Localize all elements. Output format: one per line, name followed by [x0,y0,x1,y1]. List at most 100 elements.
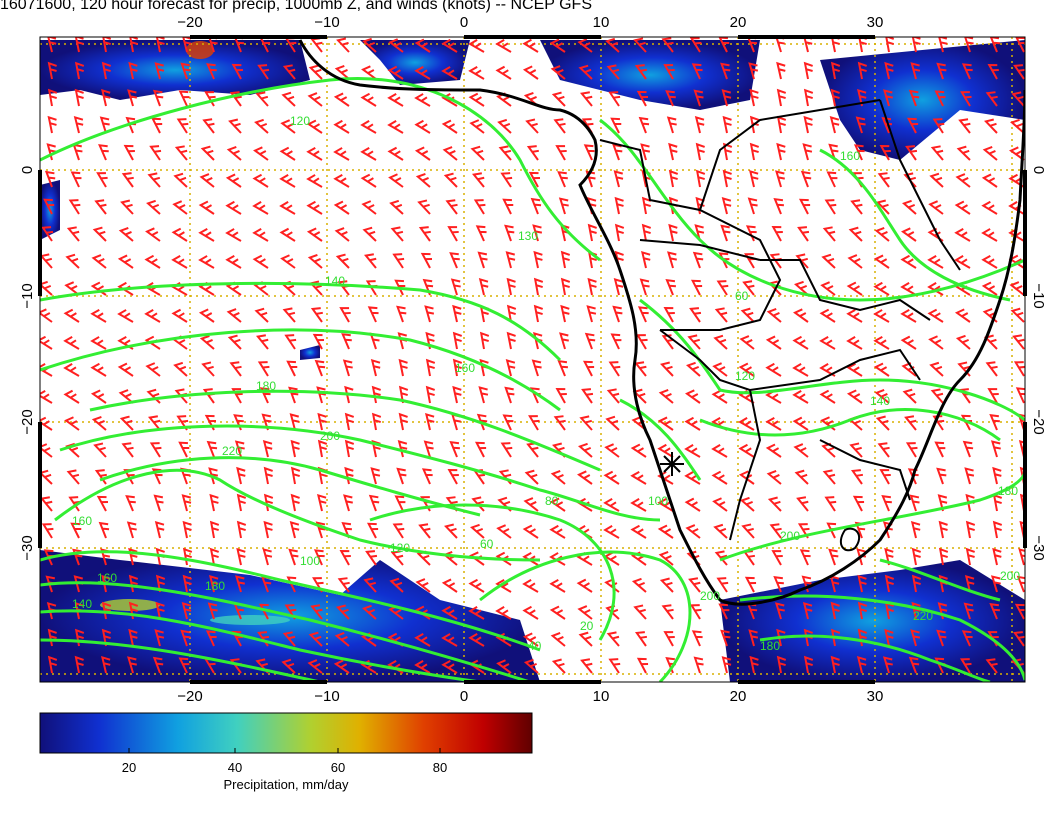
wind-barb [366,522,379,539]
wind-barb [876,199,890,215]
wind-barb [441,66,458,80]
wind-barb [684,416,701,431]
wind-barb [496,524,512,539]
wind-barb [722,115,732,134]
wind-barb [263,466,273,485]
wind-barb [152,656,164,674]
wind-barb [392,253,405,269]
contour-label: 120 [290,114,310,128]
wind-barb [46,37,57,53]
wind-barb [663,307,675,323]
wind-barb [610,117,622,134]
wind-barb [473,199,486,215]
wind-barb [689,37,702,53]
wind-barb [371,412,382,431]
wind-barb [306,119,323,134]
wind-barb [955,334,971,350]
wind-barb [740,307,755,323]
wind-barb [776,61,786,80]
lon-label: 10 [593,14,610,31]
wind-barb [68,199,81,215]
wind-barb [774,602,785,620]
wind-barb [41,523,54,539]
wind-barb [608,658,621,674]
wind-barb [819,389,836,404]
wind-barb [289,413,300,431]
contour-label: 60 [735,289,749,303]
wind-barb [252,228,269,242]
wind-barb [171,308,188,323]
wind-barb [209,493,219,512]
wind-barb [882,656,893,674]
wind-barb [797,523,810,539]
wind-barb [341,333,352,350]
wind-barb [930,145,944,161]
wind-barb [1010,118,1025,134]
wind-barb [398,358,408,377]
wind-barb [144,254,161,269]
wind-barb [478,278,489,296]
wind-barb [334,632,350,647]
wind-barb [965,547,976,566]
wind-barb [310,604,323,620]
wind-barb [117,309,134,323]
wind-barb [333,200,350,215]
wind-barb [901,227,917,242]
wind-barb [306,227,323,242]
wind-barb [257,64,270,80]
wind-barb [47,115,57,134]
wind-barb [902,388,917,404]
wind-barb [206,440,218,458]
wind-barb [64,416,80,431]
wind-barb [989,603,1000,620]
wind-barb [964,574,975,593]
wind-barb [496,659,512,674]
wind-barb [415,578,431,593]
wind-barb [522,605,539,620]
wind-barb [506,331,516,350]
lat-label: 0 [19,166,36,174]
wind-barb [549,38,566,53]
wind-barb [360,120,377,134]
wind-barb [146,199,161,215]
contour-label: 220 [222,444,242,458]
contour-label: 130 [518,229,538,243]
wind-barb [198,255,215,269]
wind-barb [414,38,431,53]
wind-barb [641,196,652,215]
wind-barb [828,548,839,566]
wind-barb [690,279,703,296]
wind-barb [934,90,946,107]
wind-barb [470,523,485,539]
wind-barb [929,172,944,188]
wind-barb [691,63,703,80]
wind-barb [261,413,272,431]
wind-barb [883,89,893,107]
wind-barb [252,201,269,215]
wind-barb [94,199,107,215]
wind-barb [148,415,161,431]
wind-barb [577,605,593,620]
wind-barb [182,520,192,539]
wind-barb [663,64,675,80]
wind-barb [640,143,651,161]
wind-barb [40,469,53,485]
wind-barb [176,118,189,134]
wind-barb [128,547,138,566]
wind-barb [362,604,377,620]
wind-barb [665,90,676,107]
wind-barb [587,277,597,296]
wind-barb [171,255,188,269]
wind-barb [794,469,809,485]
wind-barb [927,308,944,323]
wind-barb [819,336,836,350]
wind-barb [747,197,758,215]
wind-barb [286,360,298,377]
wind-barb [441,605,458,620]
wind-barb [252,173,269,188]
wind-barb [47,88,58,107]
contour-label: 20 [580,619,594,633]
wind-barb [362,226,377,242]
wind-barb [549,497,566,512]
wind-barb [990,575,1001,593]
